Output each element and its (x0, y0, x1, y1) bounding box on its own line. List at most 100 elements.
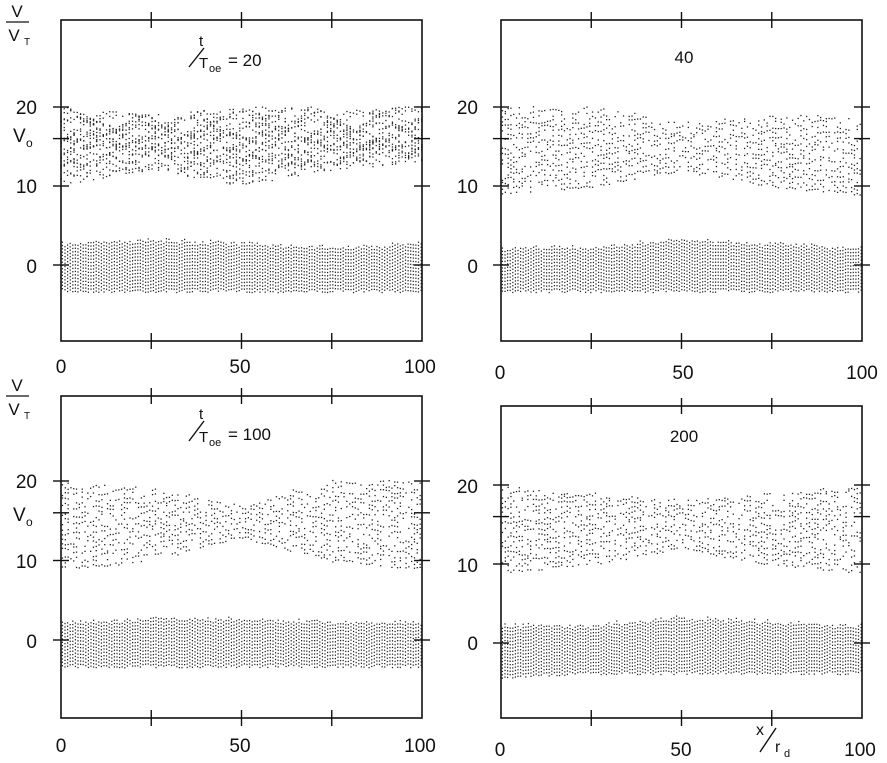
bulk-particle (233, 241, 235, 244)
bulk-particle (82, 274, 84, 276)
beam-particle (323, 111, 325, 113)
beam-particle (209, 145, 212, 147)
bulk-particle (171, 261, 173, 264)
bulk-particle (613, 290, 615, 292)
bulk-particle (93, 251, 95, 254)
bulk-particle (72, 291, 74, 293)
bulk-particle (613, 287, 615, 289)
beam-particle (287, 163, 290, 165)
bulk-particle (106, 262, 108, 264)
beam-particle (378, 145, 381, 148)
bulk-particle (197, 275, 199, 277)
bulk-particle (282, 281, 284, 283)
bulk-particle (564, 268, 566, 270)
bulk-particle (173, 282, 175, 284)
bulk-particle (139, 276, 141, 278)
bulk-particle (275, 252, 277, 254)
bulk-particle (80, 259, 82, 261)
beam-particle (128, 137, 130, 140)
bulk-particle (637, 290, 639, 292)
bulk-particle (366, 258, 368, 260)
bulk-particle (249, 258, 251, 260)
beam-particle (369, 162, 371, 165)
beam-particle (229, 147, 231, 149)
bulk-particle (629, 266, 631, 268)
bulk-particle (126, 252, 128, 255)
beam-particle (96, 140, 98, 142)
beam-particle (187, 152, 189, 155)
bulk-particle (337, 278, 339, 280)
bulk-particle (579, 254, 581, 256)
bulk-particle (337, 261, 339, 264)
beam-particle (66, 119, 69, 121)
bulk-particle (124, 278, 126, 280)
bulk-particle (64, 272, 66, 274)
bulk-particle (238, 290, 240, 292)
beam-particle (346, 147, 348, 149)
bulk-particle (530, 274, 532, 276)
beam-particle (252, 154, 254, 156)
bulk-particle (285, 254, 287, 256)
bulk-particle (608, 290, 610, 292)
bulk-particle (142, 263, 144, 266)
bulk-particle (87, 288, 89, 290)
bulk-particle (355, 257, 357, 259)
bulk-particle (391, 282, 394, 284)
bulk-particle (647, 263, 649, 266)
bulk-particle (158, 257, 160, 259)
bulk-particle (525, 277, 527, 279)
bulk-particle (241, 265, 243, 267)
bulk-particle (202, 281, 204, 283)
beam-particle (261, 131, 264, 134)
beam-particle (326, 131, 329, 133)
bulk-particle (69, 252, 71, 255)
bulk-particle (158, 260, 160, 263)
beam-particle (131, 154, 134, 156)
bulk-particle (77, 278, 79, 280)
x-tick-label: 100 (404, 357, 436, 378)
bulk-particle (650, 282, 652, 284)
beam-particle (349, 125, 351, 128)
beam-particle (326, 121, 329, 123)
bulk-particle (522, 281, 524, 283)
bulk-particle (298, 290, 300, 292)
bulk-particle (660, 284, 662, 287)
bulk-particle (134, 243, 136, 245)
bulk-particle (152, 250, 154, 252)
bulk-particle (152, 273, 154, 275)
beam-particle (245, 160, 247, 162)
beam-particle (369, 146, 371, 148)
bulk-particle (376, 275, 378, 278)
bulk-particle (564, 281, 566, 284)
beam-particle (300, 117, 303, 119)
beam-particle (417, 119, 420, 122)
bulk-particle (87, 285, 89, 287)
bulk-particle (553, 275, 555, 277)
beam-particle (219, 116, 221, 118)
bulk-particle (371, 275, 373, 277)
bulk-particle (215, 264, 217, 267)
bulk-particle (397, 243, 399, 245)
beam-particle (330, 116, 332, 119)
bulk-particle (277, 248, 279, 251)
bulk-particle (228, 272, 230, 274)
bulk-particle (420, 243, 422, 245)
beam-particle (307, 138, 309, 140)
bulk-particle (181, 240, 183, 242)
beam-particle (151, 147, 153, 149)
bulk-particle (100, 243, 102, 245)
bulk-particle (321, 274, 323, 276)
beam-particle (144, 144, 147, 146)
bulk-particle (150, 267, 152, 269)
bulk-particle (67, 271, 69, 273)
beam-particle (76, 170, 78, 172)
beam-particle (320, 158, 322, 160)
bulk-particle (290, 267, 292, 270)
beam-particle (317, 148, 319, 150)
beam-particle (271, 138, 273, 140)
beam-particle (317, 108, 319, 110)
bulk-particle (577, 263, 579, 265)
bulk-particle (556, 258, 558, 260)
bulk-particle (347, 258, 349, 261)
bulk-particle (546, 268, 548, 271)
